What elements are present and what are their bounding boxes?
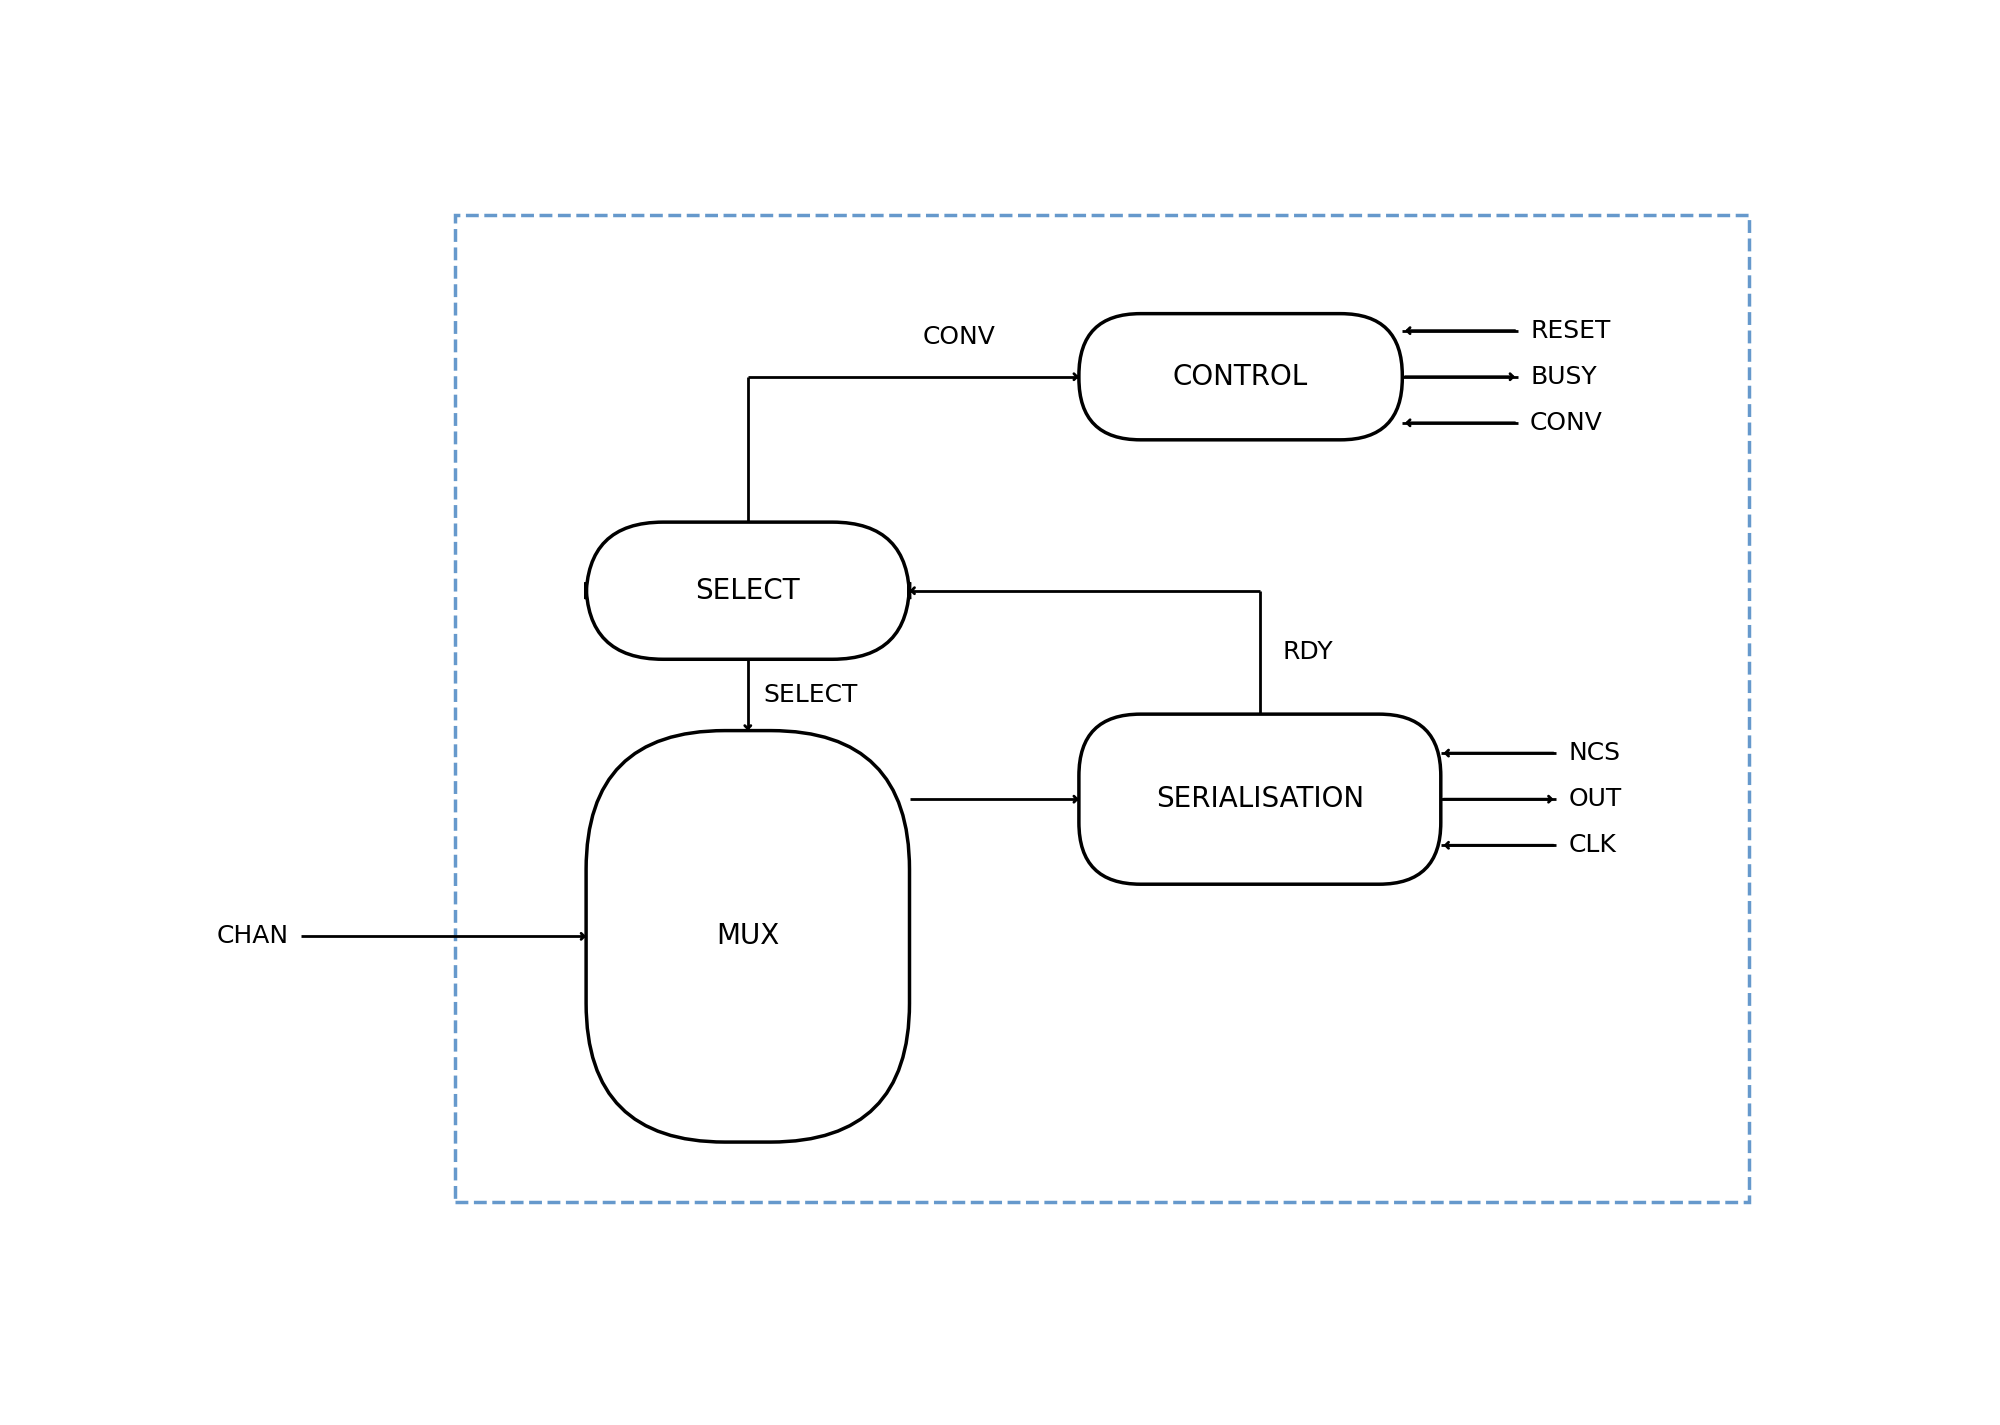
- Text: CONV: CONV: [1530, 410, 1602, 435]
- Text: CONV: CONV: [924, 325, 996, 349]
- Text: OUT: OUT: [1568, 787, 1622, 811]
- Text: SERIALISATION: SERIALISATION: [1156, 785, 1364, 814]
- Text: RDY: RDY: [1282, 640, 1334, 664]
- Text: SELECT: SELECT: [696, 577, 800, 604]
- Text: SELECT: SELECT: [764, 683, 858, 707]
- FancyBboxPatch shape: [1078, 714, 1440, 884]
- Text: CLK: CLK: [1568, 834, 1616, 858]
- Text: CONTROL: CONTROL: [1172, 363, 1308, 390]
- FancyBboxPatch shape: [1078, 314, 1402, 440]
- Text: CHAN: CHAN: [216, 925, 288, 948]
- Text: RESET: RESET: [1530, 319, 1610, 342]
- FancyBboxPatch shape: [586, 731, 910, 1141]
- Text: NCS: NCS: [1568, 741, 1620, 765]
- Text: BUSY: BUSY: [1530, 365, 1596, 389]
- Text: MUX: MUX: [716, 922, 780, 950]
- FancyBboxPatch shape: [586, 522, 910, 660]
